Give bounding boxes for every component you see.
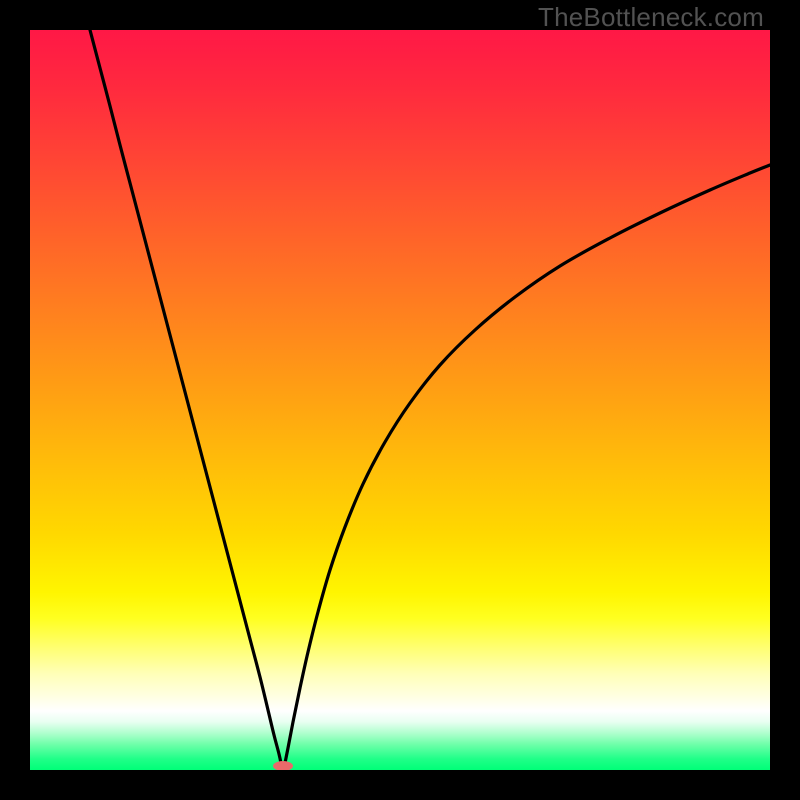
watermark-label: TheBottleneck.com: [538, 2, 764, 33]
gradient-background: [30, 30, 770, 770]
chart-plot: [30, 30, 770, 770]
